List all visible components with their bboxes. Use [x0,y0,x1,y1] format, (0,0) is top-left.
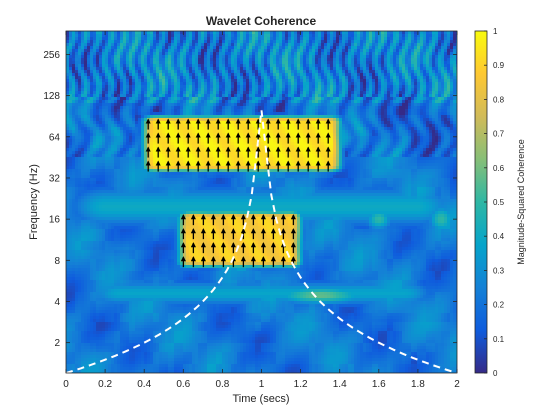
colorbar-tick-label: 0.3 [493,266,505,275]
colorbar-tick-label: 1 [493,27,498,36]
x-tick-label: 2 [454,379,460,390]
colorbar-tick-label: 0.7 [493,130,505,139]
colorbar-tick-label: 0 [493,369,498,378]
x-tick-label: 0.6 [176,379,190,390]
colorbar-tick-label: 0.5 [493,198,505,207]
x-tick-label: 1.2 [294,379,308,390]
x-tick-label: 1.6 [372,379,386,390]
x-tick-label: 1.4 [333,379,347,390]
colorbar-tick-label: 0.8 [493,95,505,104]
y-tick-label: 64 [49,132,61,143]
x-tick-label: 0.4 [137,379,151,390]
colorbar-tick-label: 0.9 [493,61,505,70]
x-axis-label: Time (secs) [232,393,289,405]
y-tick-label: 4 [54,297,60,308]
x-tick-label: 1 [259,379,265,390]
x-tick-label: 0.8 [215,379,229,390]
y-tick-label: 128 [43,91,60,102]
x-tick-label: 0.2 [98,379,112,390]
y-tick-label: 2 [54,338,60,349]
colorbar-label: Magnitude-Squared Coherence [516,139,526,265]
y-tick-label: 16 [49,215,61,226]
colorbar-axis: 0 0.1 0.2 0.3 0.4 0.5 0.6 0.7 0.8 0.9 1 [484,27,505,378]
cone-of-influence [66,110,457,373]
colorbar-tick-label: 0.6 [493,164,505,173]
y-tick-label: 256 [43,50,60,61]
coherence-heatmap [66,31,457,373]
y-tick-label: 32 [49,173,61,184]
colorbar-tick-label: 0.2 [493,301,505,310]
x-tick-label: 1.8 [411,379,425,390]
y-axis-label: Frequency (Hz) [28,164,40,240]
chart-title: Wavelet Coherence [206,14,317,28]
x-tick-label: 0 [63,379,69,390]
x-axis: 0 0.2 0.4 0.6 0.8 1 1.2 1.4 1.6 1.8 2 [63,31,460,390]
colorbar-tick-label: 0.4 [493,232,505,241]
y-tick-label: 8 [54,256,60,267]
y-axis: 2 4 8 16 32 64 128 256 [43,50,457,349]
colorbar-tick-label: 0.1 [493,335,505,344]
